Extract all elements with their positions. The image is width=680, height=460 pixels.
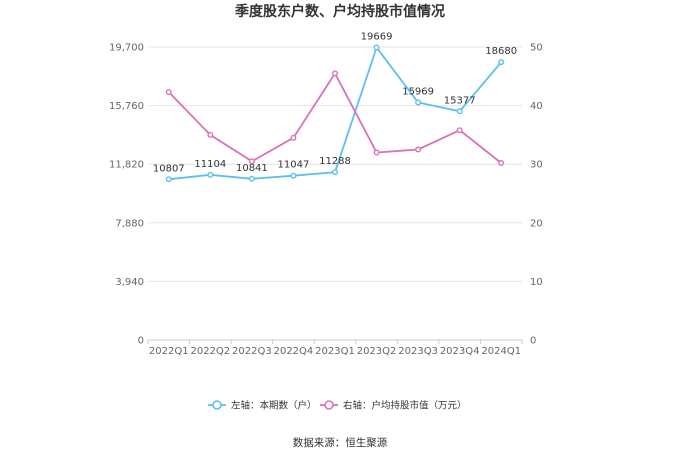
right-tick-label: 0 — [530, 336, 536, 347]
data-point — [207, 131, 214, 138]
right-tick-label: 40 — [530, 101, 543, 112]
data-label: 11047 — [278, 160, 310, 171]
data-point — [290, 172, 297, 179]
x-tick-label: 2023Q2 — [357, 346, 397, 357]
data-label: 11104 — [194, 159, 226, 170]
right-tick-label: 50 — [530, 43, 543, 54]
left-axis: 0 3,940 7,880 11,820 15,760 19,700 — [109, 43, 144, 347]
data-point — [290, 134, 297, 141]
data-point — [165, 176, 172, 183]
x-tick-label: 2022Q4 — [274, 346, 314, 357]
right-tick-label: 10 — [530, 277, 543, 288]
data-point — [498, 160, 505, 167]
data-point — [248, 158, 255, 165]
data-point — [415, 146, 422, 153]
left-tick-label: 19,700 — [109, 43, 144, 54]
data-label: 11288 — [319, 156, 351, 167]
data-label: 15969 — [402, 86, 434, 97]
left-tick-label: 11,820 — [109, 160, 144, 171]
left-tick-label: 0 — [138, 336, 144, 347]
data-point — [207, 171, 214, 178]
data-label: 15377 — [444, 95, 476, 106]
series-line — [168, 71, 502, 164]
x-tick-label: 2024Q1 — [481, 346, 521, 357]
series-layer: 10807 11104 10841 11047 11288 19669 15969 15377… — [153, 31, 517, 183]
data-point — [415, 99, 422, 106]
data-point — [248, 175, 255, 182]
data-label: 10841 — [236, 163, 268, 174]
right-tick-label: 20 — [530, 218, 543, 229]
data-label: 18680 — [485, 46, 517, 57]
left-tick-label: 15,760 — [109, 101, 144, 112]
x-tick-label: 2022Q2 — [190, 346, 230, 357]
x-axis: 2022Q1 2022Q2 2022Q3 2022Q4 2023Q1 2023Q2 2023… — [147, 340, 523, 357]
data-point — [373, 149, 380, 156]
grid — [148, 46, 522, 341]
x-tick-label: 2022Q3 — [232, 346, 272, 357]
legend-swatch-marker — [324, 400, 334, 410]
left-tick-label: 3,940 — [115, 277, 144, 288]
data-label: 10807 — [153, 163, 185, 174]
data-point — [373, 44, 380, 51]
data-point — [332, 70, 339, 77]
legend-item-label: 右轴：户均持股市值（万元） — [343, 400, 467, 412]
x-tick-label: 2023Q1 — [315, 346, 355, 357]
source-note: 数据来源：恒生聚源 — [293, 436, 388, 449]
legend-item-label: 左轴：本期数（户） — [231, 400, 317, 412]
data-point — [456, 108, 463, 115]
x-tick-label: 2023Q3 — [398, 346, 438, 357]
legend[interactable]: 左轴：本期数（户） 右轴：户均持股市值（万元） — [208, 400, 467, 412]
legend-swatch-marker — [212, 400, 222, 410]
right-axis: 0 10 20 30 40 50 — [530, 43, 543, 347]
data-point — [165, 89, 172, 96]
left-tick-label: 7,880 — [115, 218, 144, 229]
right-tick-label: 30 — [530, 160, 543, 171]
data-point — [332, 169, 339, 176]
x-tick-label: 2022Q1 — [149, 346, 189, 357]
data-label: 19669 — [361, 31, 393, 42]
x-tick-label: 2023Q4 — [440, 346, 480, 357]
chart-title: 季度股东户数、户均持股市值情况 — [234, 3, 445, 20]
data-point — [456, 127, 463, 134]
data-point — [498, 59, 505, 66]
